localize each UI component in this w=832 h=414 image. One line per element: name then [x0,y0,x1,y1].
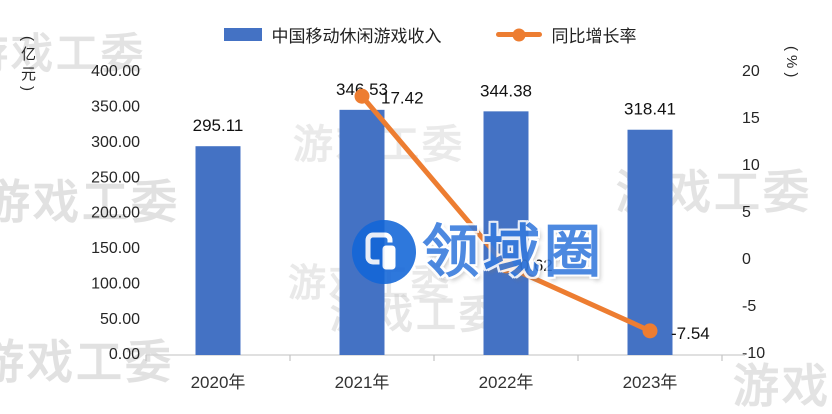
legend-line-swatch [495,28,542,41]
left-axis-tick: 50.00 [100,311,140,328]
right-axis-tick: 20 [742,63,760,80]
left-axis-tick: 0.00 [109,346,140,363]
right-axis-unit-label: (%) [783,46,800,82]
revenue-bar-2020年 [195,146,241,355]
revenue-bar-2023年 [627,129,673,355]
left-axis-tick: 200.00 [91,205,140,222]
left-axis-unit-label: (亿元) [19,36,36,96]
line-point-2022年 [498,258,514,274]
legend-bar-swatch [223,28,262,41]
legend: 中国移动休闲游戏收入 同比增长率 [14,22,832,47]
left-axis-tick: 350.00 [91,99,140,116]
line-value-label: 17.42 [381,88,424,107]
right-axis-tick: 5 [742,204,751,221]
right-axis-tick: -10 [742,345,765,362]
right-axis-tick: -5 [742,298,756,315]
legend-line-marker-icon [512,28,525,41]
x-axis-category-label: 2022年 [479,373,534,392]
line-point-2023年 [642,323,658,339]
left-axis-tick: 100.00 [91,275,140,292]
revenue-bar-2022年 [483,111,529,355]
revenue-bar-2021年 [339,109,385,356]
left-axis-tick: 300.00 [91,134,140,151]
left-axis-tick: 250.00 [91,169,140,186]
right-axis-tick: 15 [742,110,760,127]
line-point-2021年 [354,88,370,104]
right-axis-tick: 0 [742,251,751,268]
x-axis-category-label: 2023年 [623,373,678,392]
line-value-label: -7.54 [671,324,710,343]
bar-value-label: 295.11 [193,116,244,135]
left-axis-tick: 150.00 [91,240,140,257]
x-axis-category-label: 2020年 [191,373,246,392]
left-axis-tick: 400.00 [91,63,140,80]
right-axis-tick: 10 [742,157,760,174]
line-value-label: -0.62 [514,256,553,275]
legend-line-label: 同比增长率 [551,27,637,46]
bar-value-label: 344.38 [480,81,532,100]
x-axis-category-label: 2021年 [335,373,390,392]
bar-value-label: 318.41 [624,100,676,119]
legend-bar-label: 中国移动休闲游戏收入 [271,27,442,46]
